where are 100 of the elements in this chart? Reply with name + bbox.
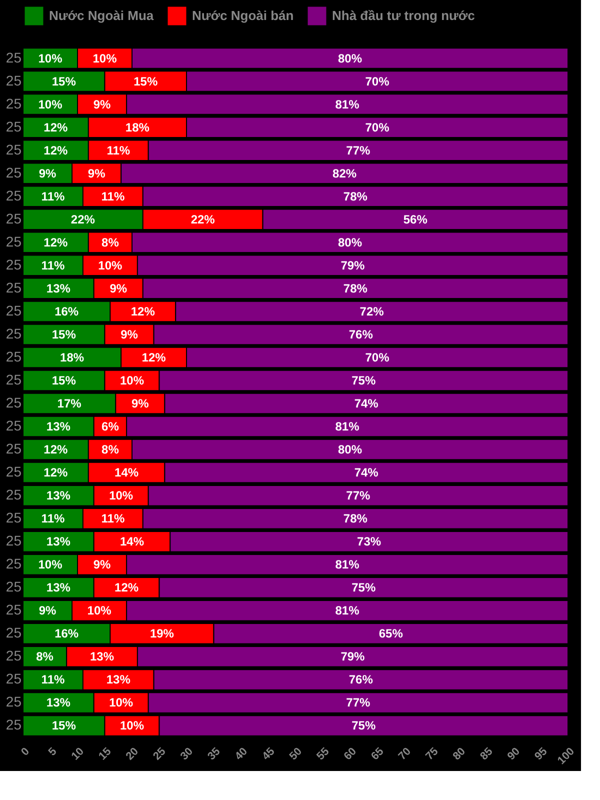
data-label: 78% <box>343 189 368 204</box>
data-label: 17% <box>57 396 82 411</box>
data-label: 15% <box>134 74 158 88</box>
data-label: 10% <box>92 51 118 66</box>
y-tick-label: 25 <box>6 532 22 549</box>
data-label: 56% <box>403 212 428 226</box>
data-label: 78% <box>343 281 368 296</box>
data-label: 13% <box>46 534 71 549</box>
data-label: 81% <box>335 558 360 572</box>
y-tick-label: 25 <box>6 279 22 296</box>
data-label: 13% <box>46 420 71 434</box>
data-label: 80% <box>338 235 362 250</box>
y-tick-label: 25 <box>6 325 22 342</box>
data-label: 12% <box>44 120 68 134</box>
y-tick-label: 25 <box>6 371 22 388</box>
y-tick-label: 25 <box>6 648 22 664</box>
x-tick-label: 15 <box>96 746 114 763</box>
y-tick-label: 25 <box>6 716 22 733</box>
data-label: 78% <box>343 512 368 526</box>
y-tick-label: 25 <box>6 95 22 112</box>
data-label: 9% <box>132 396 150 411</box>
data-label: 65% <box>378 626 404 641</box>
data-label: 12% <box>130 304 156 318</box>
data-label: 81% <box>335 604 360 618</box>
x-tick-label: 30 <box>178 746 196 763</box>
data-label: 10% <box>87 604 112 618</box>
data-label: 10% <box>38 51 63 66</box>
data-label: 10% <box>98 258 123 272</box>
data-label: 79% <box>340 650 366 664</box>
y-tick-label: 25 <box>6 694 22 710</box>
data-label: 18% <box>60 350 84 364</box>
data-label: 10% <box>120 718 144 733</box>
x-tick-label: 10 <box>69 746 86 763</box>
data-label: 74% <box>354 466 379 480</box>
data-label: 74% <box>354 396 379 411</box>
y-tick-label: 25 <box>6 464 22 480</box>
y-tick-label: 25 <box>6 440 22 457</box>
data-label: 8% <box>102 442 120 457</box>
legend-label: Nhà đầu tư trong nước <box>332 8 475 23</box>
y-tick-label: 25 <box>6 187 22 204</box>
data-label: 12% <box>44 466 68 480</box>
y-tick-label: 25 <box>6 164 22 180</box>
data-label: 73% <box>357 534 382 549</box>
y-tick-label: 25 <box>6 256 22 272</box>
data-label: 14% <box>120 534 144 549</box>
data-label: 76% <box>348 672 374 687</box>
data-label: 13% <box>46 281 71 296</box>
y-tick-label: 25 <box>6 624 22 641</box>
data-label: 15% <box>52 373 76 388</box>
y-tick-label: 25 <box>6 72 22 88</box>
data-label: 70% <box>365 120 390 134</box>
data-label: 12% <box>44 442 68 457</box>
y-tick-label: 25 <box>6 233 22 250</box>
x-tick-label: 75 <box>424 746 441 763</box>
data-label: 12% <box>142 350 166 364</box>
x-tick-label: 80 <box>450 746 468 763</box>
y-tick-label: 25 <box>6 348 22 364</box>
data-label: 22% <box>190 212 216 226</box>
data-label: 10% <box>38 97 63 112</box>
data-label: 77% <box>346 143 371 158</box>
data-label: 77% <box>346 488 371 503</box>
x-tick-label: 20 <box>124 746 141 763</box>
y-tick-label: 25 <box>6 302 22 318</box>
data-label: 9% <box>38 166 57 180</box>
y-tick-label: 25 <box>6 210 22 226</box>
y-tick-label: 25 <box>6 510 22 526</box>
data-label: 70% <box>365 350 390 364</box>
data-label: 11% <box>106 143 130 158</box>
data-label: 8% <box>102 235 120 250</box>
data-label: 22% <box>70 212 96 226</box>
y-tick-label: 25 <box>6 418 22 434</box>
x-tick-label: 70 <box>396 746 414 763</box>
data-label: 12% <box>44 143 68 158</box>
data-label: 15% <box>52 327 76 342</box>
data-label: 16% <box>54 304 79 318</box>
data-label: 13% <box>106 672 131 687</box>
x-tick-label: 100 <box>556 746 577 767</box>
data-label: 81% <box>335 420 360 434</box>
x-tick-label: 35 <box>206 746 223 763</box>
data-label: 9% <box>88 166 106 180</box>
x-tick-label: 95 <box>532 746 550 763</box>
y-tick-label: 25 <box>6 556 22 572</box>
data-label: 75% <box>352 718 376 733</box>
y-tick-label: 25 <box>6 486 22 503</box>
data-label: 9% <box>93 97 112 112</box>
x-tick-label: 45 <box>260 746 278 763</box>
x-tick-label: 25 <box>151 746 168 763</box>
data-label: 18% <box>125 120 150 134</box>
x-tick-label: 0 <box>19 746 32 758</box>
x-tick-label: 55 <box>314 746 332 763</box>
legend-label: Nước Ngoài bán <box>192 8 294 23</box>
data-label: 11% <box>41 189 65 204</box>
data-label: 80% <box>338 442 362 457</box>
data-label: 14% <box>114 466 139 480</box>
data-label: 13% <box>90 650 114 664</box>
data-label: 10% <box>38 558 63 572</box>
data-label: 15% <box>52 718 76 733</box>
data-label: 6% <box>102 420 120 434</box>
data-label: 10% <box>109 488 134 503</box>
data-label: 80% <box>338 51 362 66</box>
